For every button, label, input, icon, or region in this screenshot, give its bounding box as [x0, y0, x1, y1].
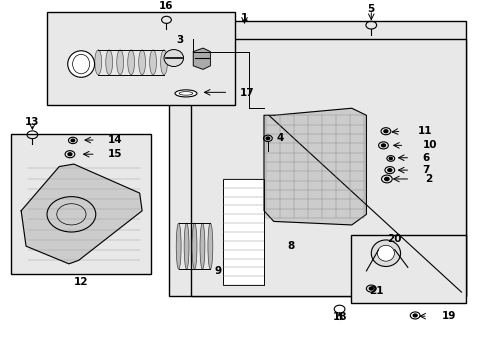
Ellipse shape	[192, 223, 197, 269]
Ellipse shape	[377, 245, 394, 261]
Text: 19: 19	[441, 311, 455, 321]
Ellipse shape	[105, 50, 112, 75]
Text: 17: 17	[239, 89, 254, 98]
Text: 12: 12	[74, 276, 88, 287]
Text: 2: 2	[424, 174, 431, 184]
Ellipse shape	[149, 50, 156, 75]
Ellipse shape	[207, 223, 212, 269]
Ellipse shape	[160, 50, 167, 75]
Ellipse shape	[68, 51, 94, 77]
Bar	[190, 39, 466, 296]
Circle shape	[388, 157, 391, 159]
Text: 4: 4	[276, 133, 283, 143]
Ellipse shape	[200, 223, 204, 269]
Bar	[350, 235, 466, 303]
Text: 20: 20	[386, 234, 401, 244]
Ellipse shape	[370, 240, 400, 266]
Ellipse shape	[95, 50, 102, 75]
Text: 1: 1	[241, 13, 247, 23]
Text: 15: 15	[108, 149, 122, 159]
Circle shape	[381, 144, 385, 147]
Ellipse shape	[176, 223, 181, 269]
Circle shape	[383, 130, 387, 132]
Text: 18: 18	[332, 312, 346, 322]
Text: 11: 11	[417, 126, 431, 136]
Circle shape	[265, 137, 269, 140]
Text: 6: 6	[422, 153, 429, 163]
Circle shape	[368, 287, 372, 290]
Circle shape	[68, 153, 72, 156]
Bar	[11, 134, 151, 274]
Ellipse shape	[163, 50, 183, 67]
Ellipse shape	[117, 50, 123, 75]
Polygon shape	[21, 164, 142, 264]
Bar	[47, 12, 234, 105]
Ellipse shape	[73, 54, 89, 74]
Ellipse shape	[184, 223, 189, 269]
Text: 13: 13	[25, 117, 40, 127]
Text: 8: 8	[286, 241, 294, 251]
Text: 3: 3	[176, 35, 183, 45]
Polygon shape	[193, 48, 210, 69]
Circle shape	[384, 177, 388, 180]
Text: 21: 21	[368, 287, 383, 296]
Circle shape	[387, 169, 391, 171]
Bar	[168, 21, 466, 296]
Text: 14: 14	[108, 135, 122, 145]
Text: 16: 16	[159, 1, 173, 11]
Circle shape	[71, 139, 75, 142]
Ellipse shape	[139, 50, 145, 75]
Ellipse shape	[175, 90, 197, 97]
Circle shape	[412, 314, 416, 317]
Text: 5: 5	[367, 4, 374, 14]
Polygon shape	[264, 108, 366, 225]
Bar	[222, 179, 264, 285]
Text: 10: 10	[422, 140, 436, 150]
Text: 9: 9	[214, 266, 221, 276]
Ellipse shape	[179, 92, 192, 95]
Text: 7: 7	[422, 165, 429, 175]
Ellipse shape	[127, 50, 134, 75]
